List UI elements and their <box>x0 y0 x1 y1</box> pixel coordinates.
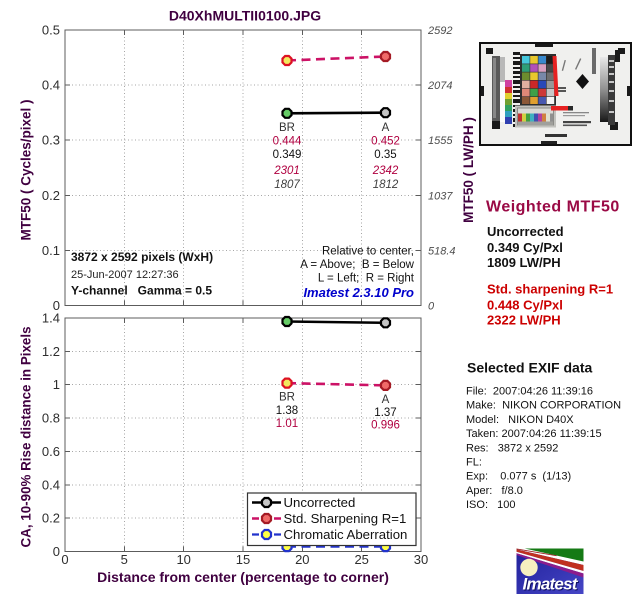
svg-text:Weighted MTF50: Weighted MTF50 <box>486 199 620 216</box>
svg-text:15: 15 <box>236 552 250 567</box>
svg-text:0.4: 0.4 <box>42 78 60 93</box>
svg-text:Std. sharpening R=1: Std. sharpening R=1 <box>487 282 613 297</box>
svg-text:Uncorrected: Uncorrected <box>487 224 564 239</box>
svg-text:0.6: 0.6 <box>42 444 60 459</box>
svg-text:10: 10 <box>176 552 190 567</box>
svg-text:20: 20 <box>295 552 309 567</box>
svg-text:CA, 10-90% Rise distance in Pi: CA, 10-90% Rise distance in Pixels <box>19 326 34 547</box>
svg-text:0.996: 0.996 <box>371 420 400 432</box>
svg-text:Imatest: Imatest <box>523 575 579 594</box>
svg-text:FL:: FL: <box>466 457 482 469</box>
svg-text:0.349: 0.349 <box>273 149 302 161</box>
svg-text:0: 0 <box>53 298 60 313</box>
svg-text:Uncorrected: Uncorrected <box>284 495 356 510</box>
svg-text:1.4: 1.4 <box>42 311 60 326</box>
svg-text:1812: 1812 <box>373 179 399 191</box>
svg-text:0: 0 <box>53 544 60 559</box>
svg-text:BR: BR <box>279 392 295 404</box>
svg-text:2342: 2342 <box>372 165 399 177</box>
svg-text:0: 0 <box>428 301 435 313</box>
svg-text:1809 LW/PH: 1809 LW/PH <box>487 255 561 270</box>
svg-text:0.8: 0.8 <box>42 411 60 426</box>
svg-text:Imatest: Imatest <box>524 576 580 595</box>
svg-text:30: 30 <box>414 552 428 567</box>
svg-text:1: 1 <box>53 377 60 392</box>
svg-text:25-Jun-2007 12:27:36: 25-Jun-2007 12:27:36 <box>71 269 179 281</box>
svg-text:MTF50 ( LW/PH ): MTF50 ( LW/PH ) <box>461 117 476 223</box>
svg-text:25: 25 <box>354 552 368 567</box>
svg-text:Make: NIKON CORPORATION: Make: NIKON CORPORATION <box>466 400 621 412</box>
svg-text:0.1: 0.1 <box>42 243 60 258</box>
svg-text:1555: 1555 <box>428 135 453 147</box>
svg-text:0.2: 0.2 <box>42 188 60 203</box>
svg-text:0.2: 0.2 <box>42 511 60 526</box>
svg-text:Aper: f/8.0: Aper: f/8.0 <box>466 485 523 497</box>
svg-text:0.448 Cy/Pxl: 0.448 Cy/Pxl <box>487 298 563 313</box>
svg-text:0.3: 0.3 <box>42 133 60 148</box>
svg-text:0.349 Cy/Pxl: 0.349 Cy/Pxl <box>487 240 563 255</box>
svg-text:Chromatic Aberration: Chromatic Aberration <box>284 527 408 542</box>
svg-text:Res: 3872 x 2592: Res: 3872 x 2592 <box>466 442 558 454</box>
svg-text:MTF50 ( Cycles/pixel ): MTF50 ( Cycles/pixel ) <box>19 99 34 240</box>
svg-text:1807: 1807 <box>274 179 300 191</box>
svg-text:0.444: 0.444 <box>273 136 302 148</box>
svg-text:0.4: 0.4 <box>42 477 60 492</box>
svg-text:D40XhMULTII0100.JPG: D40XhMULTII0100.JPG <box>169 8 321 24</box>
svg-text:Imatest 2.3.10 Pro: Imatest 2.3.10 Pro <box>303 285 414 300</box>
svg-text:2322 LW/PH: 2322 LW/PH <box>487 313 561 328</box>
svg-text:Selected EXIF data: Selected EXIF data <box>467 360 592 376</box>
svg-text:L = Left; R = Right: L = Left; R = Right <box>318 273 415 285</box>
svg-text:2301: 2301 <box>273 165 300 177</box>
svg-text:Std. Sharpening R=1: Std. Sharpening R=1 <box>284 511 407 526</box>
svg-text:3872 x 2592 pixels (WxH): 3872 x 2592 pixels (WxH) <box>71 250 213 264</box>
svg-text:File: 2007:04:26 11:39:16: File: 2007:04:26 11:39:16 <box>466 386 593 398</box>
svg-text:Exp: 0.077 s (1/13): Exp: 0.077 s (1/13) <box>466 471 571 483</box>
svg-text:Model: NIKON D40X: Model: NIKON D40X <box>466 414 574 426</box>
svg-text:Distance from center (percenta: Distance from center (percentage to corn… <box>97 569 389 585</box>
svg-text:0: 0 <box>61 552 68 567</box>
svg-text:0.5: 0.5 <box>42 23 60 38</box>
svg-text:Y-channel Gamma = 0.5: Y-channel Gamma = 0.5 <box>71 284 212 298</box>
svg-text:Taken: 2007:04:26 11:39:15: Taken: 2007:04:26 11:39:15 <box>466 428 602 440</box>
svg-text:BR: BR <box>279 122 295 134</box>
svg-text:1.38: 1.38 <box>276 405 298 417</box>
svg-text:Relative to center,: Relative to center, <box>322 246 414 258</box>
svg-text:1.37: 1.37 <box>374 407 396 419</box>
svg-text:5: 5 <box>121 552 128 567</box>
svg-text:2074: 2074 <box>427 80 452 92</box>
svg-text:0.35: 0.35 <box>374 149 396 161</box>
svg-text:1.2: 1.2 <box>42 344 60 359</box>
svg-text:ISO: 100: ISO: 100 <box>466 499 516 511</box>
svg-text:518.4: 518.4 <box>428 245 456 257</box>
svg-text:A = Above; B = Below: A = Above; B = Below <box>300 259 414 271</box>
svg-text:A: A <box>382 122 390 134</box>
svg-text:1.01: 1.01 <box>276 418 298 430</box>
svg-text:2592: 2592 <box>427 25 452 37</box>
svg-text:0.452: 0.452 <box>371 136 400 148</box>
svg-text:1037: 1037 <box>428 190 453 202</box>
svg-text:A: A <box>382 394 390 406</box>
